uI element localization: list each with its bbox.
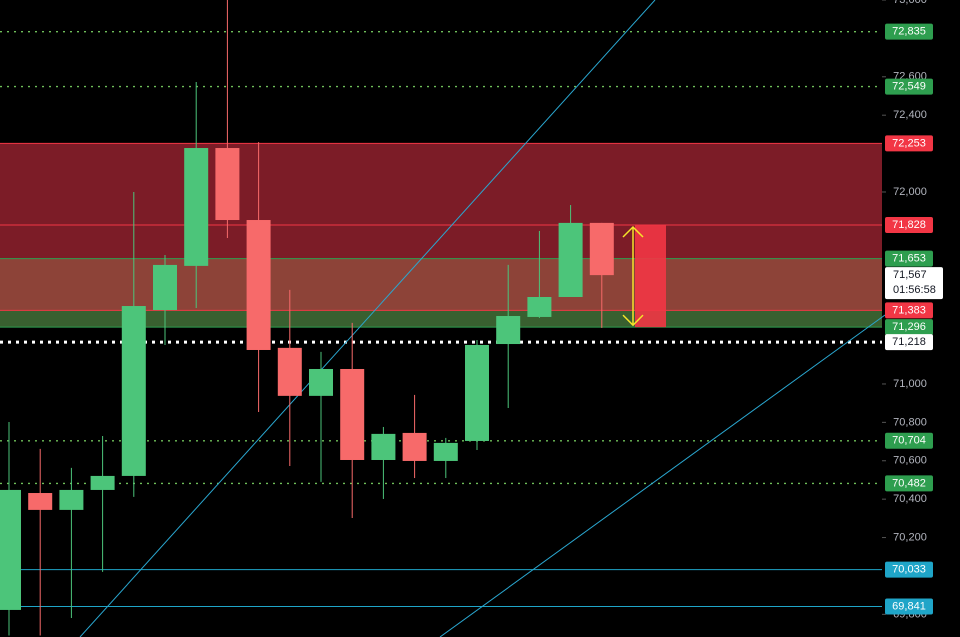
price-label-box: [885, 302, 933, 319]
price-label: 71,567: [893, 269, 927, 281]
candle-body: [277, 347, 302, 396]
price-label: 72,253: [892, 137, 926, 149]
trend-line: [439, 314, 886, 637]
price-label: 70,482: [892, 477, 926, 489]
price-label: 71,296: [892, 321, 926, 333]
price-label-box: [885, 561, 933, 578]
countdown: 01:56:58: [893, 284, 936, 296]
y-tick-label: 72,400: [893, 109, 927, 121]
y-tick-label: 70,800: [893, 416, 927, 428]
price-label-box: [885, 267, 943, 300]
candles: [0, 0, 614, 636]
price-label-box: [885, 598, 933, 615]
candle-body: [184, 148, 209, 266]
measure-arrowhead: [622, 225, 644, 327]
candle-body: [28, 493, 53, 510]
y-tick-label: 70,400: [893, 493, 927, 505]
price-label: 69,841: [892, 600, 926, 612]
price-label: 71,218: [892, 336, 926, 348]
price-label-box: [885, 319, 933, 336]
candle-body: [59, 489, 84, 510]
price-label: 71,653: [892, 253, 926, 265]
price-label: 71,383: [892, 304, 926, 316]
price-label: 70,704: [892, 435, 926, 447]
lines: [0, 31, 882, 607]
candle-body: [309, 368, 333, 396]
price-label-box: [885, 432, 933, 449]
trend-line: [79, 0, 656, 637]
price-label: 72,835: [892, 26, 926, 38]
price-label-box: [885, 135, 933, 152]
candle-body: [340, 368, 365, 460]
candle-body: [0, 489, 21, 610]
price-label-box: [885, 250, 933, 267]
candle-body: [90, 475, 115, 490]
measure-box: [635, 225, 666, 328]
zone: [0, 258, 882, 311]
y-tick-label: 70,200: [893, 531, 927, 543]
zones: [0, 143, 882, 328]
price-label-box: [885, 475, 933, 492]
price-label-box: [885, 217, 933, 234]
candle-body: [215, 148, 240, 221]
price-label: 71,828: [892, 219, 926, 231]
candle-body: [589, 222, 614, 276]
candle-body: [246, 220, 271, 350]
price-label: 70,033: [892, 564, 926, 576]
candle-body: [371, 433, 396, 460]
price-label-box: [885, 23, 933, 40]
y-tick-label: 72,000: [893, 186, 927, 198]
zone: [0, 143, 882, 259]
candle-body: [465, 344, 489, 441]
candle-body: [496, 316, 521, 345]
candle-body: [433, 442, 458, 461]
candle-body: [558, 222, 583, 297]
y-tick-label: 73,000: [893, 0, 927, 6]
price-label: 72,549: [892, 80, 926, 92]
candle-body: [527, 296, 552, 317]
y-tick-label: 71,000: [893, 378, 927, 390]
price-label-box: [885, 334, 933, 351]
measure: [622, 225, 666, 328]
candle-body: [402, 432, 427, 461]
candle-body: [121, 306, 146, 476]
y-tick-label: 70,600: [893, 455, 927, 467]
price-label-box: [885, 78, 933, 95]
candle-body: [153, 264, 177, 311]
price-labels: 72,835 72,549 72,253 71,828 71,653 71,567 01:5…: [885, 23, 943, 615]
